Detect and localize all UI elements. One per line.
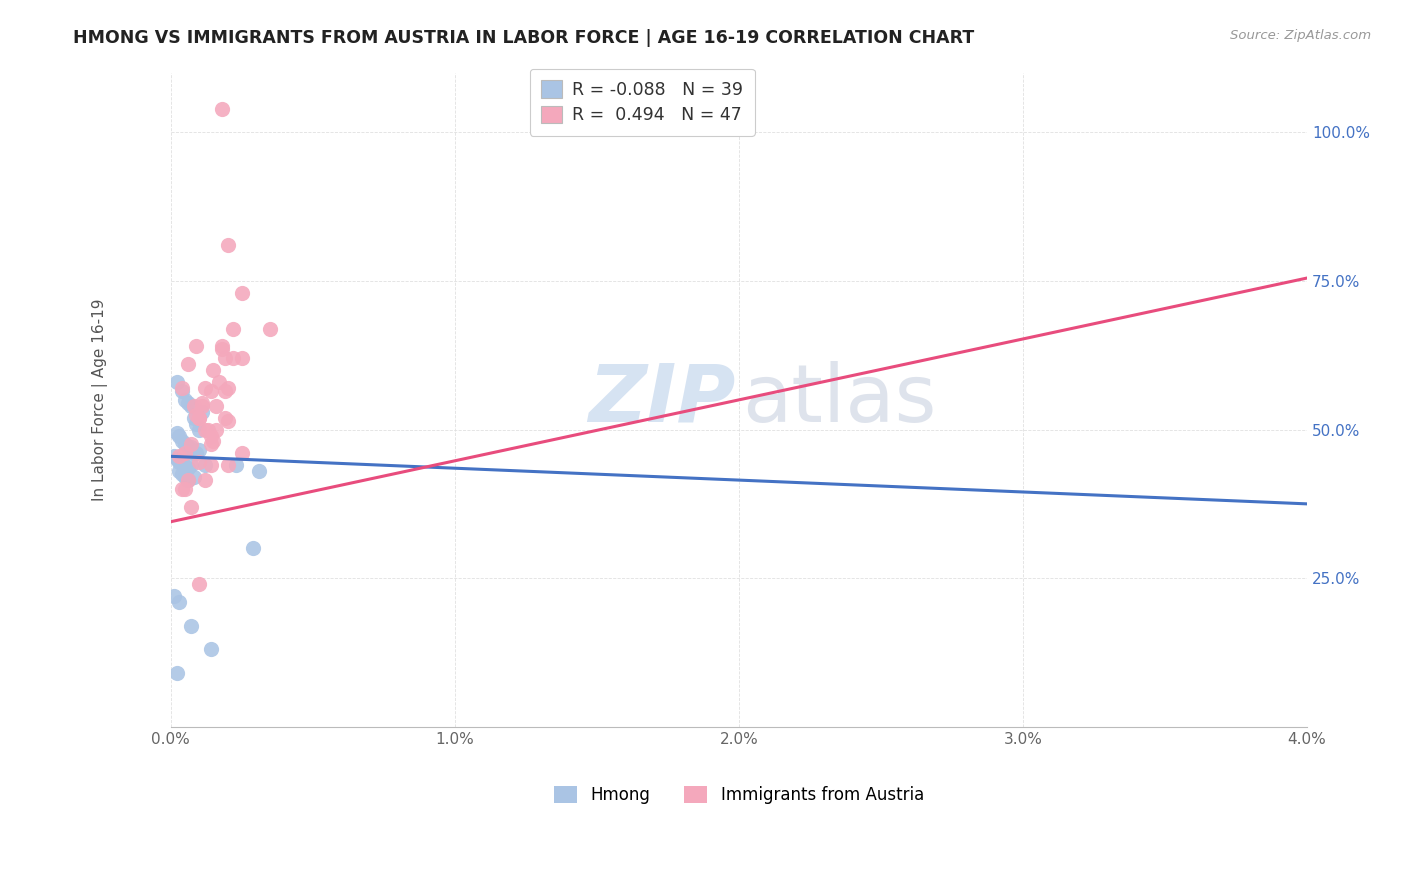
Point bbox=[169, 450, 191, 464]
Point bbox=[177, 461, 200, 475]
Point bbox=[194, 458, 217, 473]
Point bbox=[200, 437, 222, 451]
Point bbox=[174, 392, 197, 407]
Point bbox=[177, 473, 200, 487]
Legend: Hmong, Immigrants from Austria: Hmong, Immigrants from Austria bbox=[546, 778, 932, 813]
Point bbox=[177, 396, 200, 410]
Point bbox=[214, 384, 236, 398]
Point bbox=[202, 363, 225, 377]
Point bbox=[242, 541, 264, 556]
Point bbox=[231, 446, 253, 460]
Point bbox=[180, 441, 202, 455]
Point bbox=[197, 423, 219, 437]
Point bbox=[188, 455, 211, 469]
Point bbox=[191, 405, 214, 419]
Point bbox=[231, 351, 253, 366]
Point bbox=[194, 423, 217, 437]
Point bbox=[222, 351, 245, 366]
Point bbox=[169, 428, 191, 442]
Point bbox=[211, 339, 233, 353]
Point bbox=[247, 464, 270, 478]
Point bbox=[188, 443, 211, 458]
Text: atlas: atlas bbox=[742, 361, 936, 439]
Point bbox=[217, 381, 239, 395]
Point bbox=[200, 642, 222, 657]
Point bbox=[188, 577, 211, 591]
Point bbox=[211, 102, 233, 116]
Point bbox=[174, 461, 197, 475]
Point bbox=[174, 437, 197, 451]
Point bbox=[172, 434, 194, 449]
Point bbox=[225, 458, 247, 473]
Text: ZIP: ZIP bbox=[588, 361, 735, 439]
Point bbox=[169, 595, 191, 609]
Point bbox=[183, 470, 205, 484]
Point bbox=[174, 446, 197, 460]
Text: HMONG VS IMMIGRANTS FROM AUSTRIA IN LABOR FORCE | AGE 16-19 CORRELATION CHART: HMONG VS IMMIGRANTS FROM AUSTRIA IN LABO… bbox=[73, 29, 974, 46]
Point bbox=[169, 455, 191, 469]
Text: Source: ZipAtlas.com: Source: ZipAtlas.com bbox=[1230, 29, 1371, 42]
Point bbox=[169, 464, 191, 478]
Point bbox=[200, 458, 222, 473]
Point bbox=[177, 357, 200, 371]
Point bbox=[217, 458, 239, 473]
Point bbox=[174, 482, 197, 496]
Point bbox=[205, 399, 228, 413]
Point bbox=[166, 425, 188, 440]
Point bbox=[166, 452, 188, 467]
Point bbox=[188, 423, 211, 437]
Point bbox=[186, 408, 208, 422]
Point bbox=[183, 446, 205, 460]
Point bbox=[183, 410, 205, 425]
Point bbox=[172, 381, 194, 395]
Y-axis label: In Labor Force | Age 16-19: In Labor Force | Age 16-19 bbox=[93, 299, 108, 501]
Point bbox=[163, 450, 186, 464]
Point bbox=[205, 423, 228, 437]
Point bbox=[183, 399, 205, 413]
Point bbox=[180, 437, 202, 451]
Point bbox=[166, 375, 188, 389]
Point bbox=[180, 500, 202, 514]
Point bbox=[172, 467, 194, 482]
Point bbox=[191, 396, 214, 410]
Point bbox=[200, 384, 222, 398]
Point bbox=[194, 381, 217, 395]
Point bbox=[259, 321, 281, 335]
Point bbox=[180, 618, 202, 632]
Point bbox=[214, 410, 236, 425]
Point bbox=[202, 434, 225, 449]
Point bbox=[222, 321, 245, 335]
Point bbox=[188, 410, 211, 425]
Point bbox=[200, 428, 222, 442]
Point bbox=[231, 285, 253, 300]
Point bbox=[188, 410, 211, 425]
Point bbox=[163, 589, 186, 603]
Point bbox=[177, 473, 200, 487]
Point bbox=[186, 417, 208, 431]
Point bbox=[180, 399, 202, 413]
Point bbox=[186, 446, 208, 460]
Point bbox=[191, 399, 214, 413]
Point bbox=[217, 238, 239, 252]
Point bbox=[186, 339, 208, 353]
Point bbox=[177, 441, 200, 455]
Point bbox=[166, 666, 188, 681]
Point bbox=[172, 455, 194, 469]
Point bbox=[172, 384, 194, 398]
Point bbox=[214, 351, 236, 366]
Point bbox=[180, 458, 202, 473]
Point bbox=[194, 473, 217, 487]
Point bbox=[174, 470, 197, 484]
Point bbox=[211, 343, 233, 357]
Point bbox=[217, 414, 239, 428]
Point bbox=[172, 482, 194, 496]
Point bbox=[208, 375, 231, 389]
